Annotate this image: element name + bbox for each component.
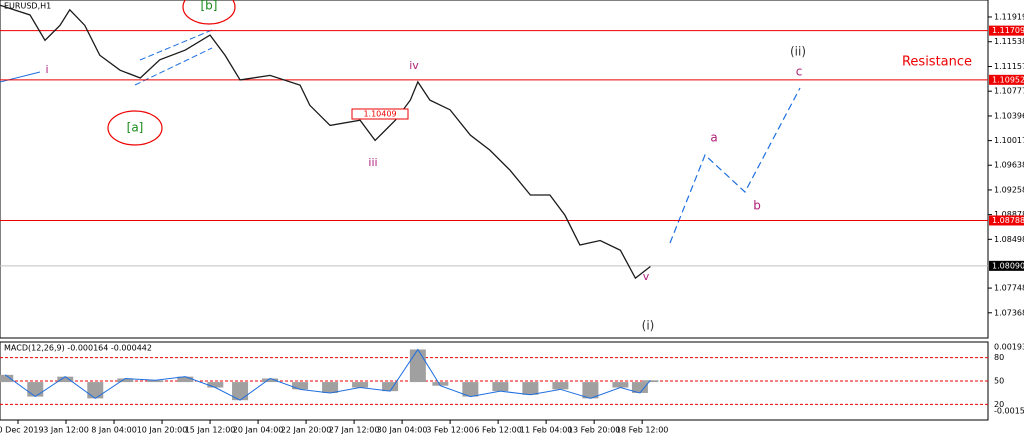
wave-label: iv — [409, 59, 419, 72]
trend-line — [0, 71, 41, 83]
macd-bar — [642, 380, 659, 383]
macd-bar — [232, 382, 249, 401]
y-tick-label: 1.10777 — [994, 87, 1024, 96]
price-line — [0, 4, 651, 280]
y2-tick-label: 80 — [994, 353, 1004, 362]
macd-bar — [552, 382, 569, 390]
x-tick-label: 18 Feb 12:00 — [616, 426, 668, 435]
wave-label: iii — [368, 156, 377, 169]
macd-bar — [612, 382, 629, 388]
y-tick-label: 1.07368 — [994, 308, 1024, 317]
y-tick-label: 1.10017 — [994, 136, 1024, 145]
wave-label: [a] — [127, 121, 144, 135]
macd-bar — [57, 376, 74, 383]
y2-tick-label: 50 — [994, 377, 1004, 386]
y-tick-label: 1.09638 — [994, 161, 1024, 170]
x-tick-label: 15 Jan 12:00 — [185, 426, 236, 435]
level-label: 1.10952 — [992, 75, 1024, 84]
x-tick-label: 30 Dec 2019 — [0, 426, 44, 435]
x-tick-label: 8 Jan 04:00 — [91, 426, 137, 435]
macd-bar — [117, 378, 134, 383]
wave-label: 1.10409 — [363, 110, 396, 119]
x-tick-label: 3 Feb 12:00 — [426, 426, 473, 435]
y-tick-label: 1.09258 — [994, 185, 1024, 194]
x-tick-label: 22 Jan 20:00 — [281, 426, 332, 435]
macd-bar — [87, 382, 104, 399]
macd-bar — [522, 382, 539, 395]
channel-line — [139, 29, 213, 61]
wave-label: Resistance — [902, 55, 972, 70]
wave-label: (ii) — [790, 45, 806, 59]
chart-title: EURUSD,H1 — [4, 2, 51, 11]
y-tick-label: 1.11538 — [994, 37, 1024, 46]
macd-bar — [262, 378, 279, 383]
x-tick-label: 30 Jan 04:00 — [377, 426, 428, 435]
level-label-box — [989, 215, 1024, 226]
macd-bar — [147, 380, 164, 383]
macd-bar — [177, 376, 194, 383]
macd-line — [4, 348, 651, 401]
current-price-box — [989, 260, 1024, 271]
x-tick-label: 6 Feb 12:00 — [474, 426, 521, 435]
level-label: 1.08788 — [992, 216, 1024, 225]
x-tick-label: 11 Feb 04:00 — [520, 426, 572, 435]
macd-bar — [27, 382, 44, 397]
level-label-box — [989, 74, 1024, 85]
macd-bar — [631, 382, 648, 393]
y-tick-label: 1.08878 — [994, 210, 1024, 219]
x-tick-label: 10 Jan 20:00 — [137, 426, 188, 435]
macd-bar — [492, 382, 509, 392]
y-tick-label: 1.11157 — [994, 62, 1024, 71]
y-tick-label: 1.11919 — [994, 12, 1024, 21]
macd-plot-frame — [0, 341, 989, 421]
level-label-box — [989, 25, 1024, 36]
wave-label: [b] — [201, 0, 218, 13]
projection-path — [669, 87, 801, 244]
y-tick-label: 1.07748 — [994, 284, 1024, 293]
level-label: 1.11709 — [992, 26, 1024, 35]
macd-bar — [409, 349, 426, 383]
wave-circle — [107, 110, 163, 146]
wave-label: b — [753, 199, 761, 213]
macd-bar — [292, 382, 309, 390]
main-plot-frame — [0, 0, 989, 339]
current-price-label: 1.08090 — [992, 261, 1024, 270]
wave-circle — [182, 0, 236, 25]
price-label-box — [351, 108, 409, 120]
channel-line — [134, 47, 213, 86]
wave-label: a — [710, 131, 717, 145]
y-tick-label: 0.001937 — [994, 342, 1024, 351]
wave-label: (i) — [642, 319, 655, 333]
macd-bar — [0, 374, 14, 383]
y-tick-label: -0.001596 — [994, 406, 1024, 415]
x-tick-label: 13 Feb 20:00 — [568, 426, 620, 435]
y-tick-label: 1.10396 — [994, 111, 1024, 120]
wave-label: v — [643, 270, 650, 283]
x-tick-label: 3 Jan 12:00 — [43, 426, 89, 435]
macd-bar — [382, 382, 399, 392]
wave-label: i — [45, 63, 48, 76]
macd-title: MACD(12,26,9) -0.000164 -0.000442 — [4, 344, 152, 353]
y-tick-label: 1.08498 — [994, 235, 1024, 244]
x-tick-label: 20 Jan 04:00 — [233, 426, 284, 435]
macd-bar — [322, 382, 339, 393]
macd-bar — [462, 382, 479, 397]
macd-bar — [207, 382, 224, 388]
macd-bar — [432, 382, 449, 386]
y2-tick-label: 20 — [994, 400, 1004, 409]
wave-label: c — [796, 65, 803, 79]
macd-bar — [582, 382, 599, 399]
x-tick-label: 27 Jan 12:00 — [329, 426, 380, 435]
macd-bar — [352, 382, 369, 388]
